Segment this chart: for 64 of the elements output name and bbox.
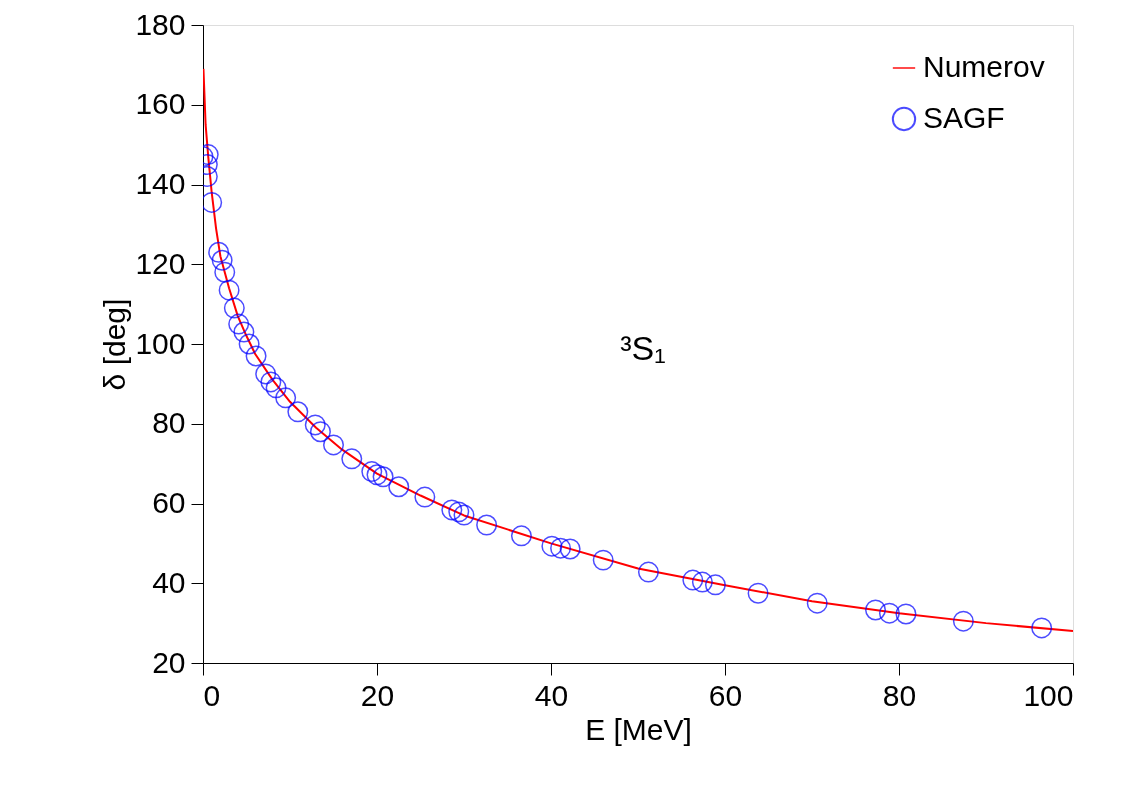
point xyxy=(682,569,704,591)
x-tick-label: 60 xyxy=(708,678,743,712)
y-tick-label: 40 xyxy=(152,565,186,599)
point xyxy=(559,538,581,560)
point xyxy=(211,249,233,271)
point xyxy=(304,414,326,436)
legend-label: SAGF xyxy=(923,101,1005,134)
y-tick-label: 120 xyxy=(135,246,186,280)
point xyxy=(747,582,769,604)
point xyxy=(245,345,267,367)
point xyxy=(448,501,470,523)
point xyxy=(388,476,410,498)
point xyxy=(208,241,230,263)
point xyxy=(366,464,388,486)
point xyxy=(865,599,887,621)
point xyxy=(372,466,394,488)
annotation: ³S₁ xyxy=(620,329,666,367)
point xyxy=(704,574,726,596)
point xyxy=(260,371,282,393)
point xyxy=(878,602,900,624)
point xyxy=(265,377,287,399)
point xyxy=(895,603,917,625)
point xyxy=(275,387,297,409)
point xyxy=(218,279,240,301)
point xyxy=(238,333,260,355)
y-tick-label: 60 xyxy=(152,486,186,519)
point xyxy=(287,401,309,423)
point xyxy=(476,514,498,536)
y-tick-label: 180 xyxy=(135,7,186,41)
point xyxy=(550,537,572,559)
legend-label: Numerov xyxy=(923,50,1045,83)
point xyxy=(323,434,344,456)
y-tick-label: 160 xyxy=(135,87,186,121)
point xyxy=(361,461,383,483)
y-axis-title: δ [deg] xyxy=(98,298,132,391)
point xyxy=(806,592,828,614)
point xyxy=(592,549,614,571)
point xyxy=(453,504,475,526)
point xyxy=(1031,617,1053,639)
y-tick-label: 80 xyxy=(152,406,186,440)
x-axis-title: E [MeV] xyxy=(585,712,692,746)
point xyxy=(233,321,255,343)
y-tick-label: 140 xyxy=(135,167,186,200)
point xyxy=(637,561,659,583)
point xyxy=(541,535,563,557)
point xyxy=(255,363,277,385)
y-tick-label: 20 xyxy=(152,645,186,679)
point xyxy=(441,499,463,521)
y-tick-label: 100 xyxy=(135,326,186,360)
point xyxy=(309,421,331,443)
x-tick-label: 40 xyxy=(534,678,569,712)
point xyxy=(510,525,532,547)
point xyxy=(228,313,250,335)
point xyxy=(214,261,236,283)
point xyxy=(341,448,363,470)
point xyxy=(203,191,223,213)
point xyxy=(952,610,974,632)
point xyxy=(414,486,436,508)
x-tick-label: 20 xyxy=(360,678,395,712)
point xyxy=(223,297,245,319)
x-tick-label: 80 xyxy=(882,678,917,712)
x-tick-label: 0 xyxy=(203,678,221,712)
x-tick-label: 100 xyxy=(1023,678,1074,712)
point xyxy=(691,571,713,593)
